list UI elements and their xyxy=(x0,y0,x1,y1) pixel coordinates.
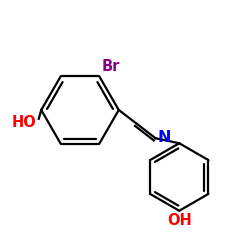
Text: N: N xyxy=(158,130,171,145)
Text: Br: Br xyxy=(102,59,120,74)
Text: HO: HO xyxy=(12,115,36,130)
Text: OH: OH xyxy=(167,213,192,228)
